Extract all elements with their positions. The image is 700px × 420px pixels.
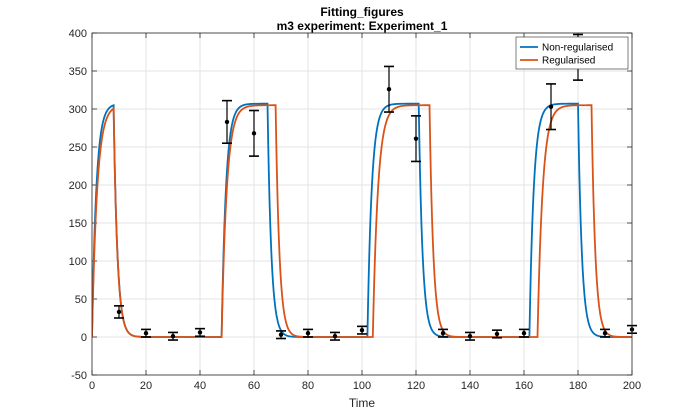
- axes-box: [91, 32, 633, 376]
- data-point: [521, 331, 527, 336]
- y-tick-label: -50: [71, 370, 87, 382]
- series-line-2: [92, 104, 632, 338]
- y-tick-label: 150: [69, 218, 87, 230]
- y-tick-label: 300: [69, 104, 87, 116]
- chart-subtitle: m3 experiment: Experiment_1: [277, 19, 448, 33]
- data-point: [359, 327, 365, 333]
- data-point: [413, 136, 419, 141]
- legend-label-2: Regularised: [542, 56, 595, 67]
- data-point: [224, 119, 230, 125]
- x-tick-label: 0: [89, 380, 95, 392]
- series-group: [92, 102, 632, 338]
- y-tick-label: 100: [69, 256, 87, 268]
- y-tick-label: 350: [69, 66, 87, 78]
- y-tick-label: 200: [69, 180, 87, 192]
- data-point: [305, 331, 311, 336]
- legend-box: [515, 36, 629, 70]
- x-tick-label: 20: [140, 380, 152, 392]
- data-point: [116, 309, 122, 315]
- data-point: [467, 334, 473, 339]
- y-tick-label: 0: [81, 332, 87, 344]
- y-tick-label: 250: [69, 142, 87, 154]
- data-point: [494, 331, 500, 337]
- data-point: [143, 331, 149, 336]
- data-point: [197, 330, 203, 335]
- x-tick-label: 120: [407, 380, 425, 392]
- x-tick-label: 60: [248, 380, 260, 392]
- data-point: [548, 104, 554, 109]
- data-point: [170, 334, 176, 339]
- legend-label-1: Non-regularised: [542, 43, 613, 54]
- x-tick-label: 140: [461, 380, 479, 392]
- data-point: [386, 87, 392, 92]
- data-point: [251, 131, 257, 136]
- legend: Non-regularised Regularised: [515, 36, 629, 70]
- data-point: [440, 331, 446, 336]
- data-point: [278, 332, 284, 337]
- x-axis-label: Time: [349, 396, 376, 410]
- x-tick-label: 40: [194, 380, 206, 392]
- x-tick-label: 80: [302, 380, 314, 392]
- x-tick-label: 100: [353, 380, 371, 392]
- x-tick-label: 160: [515, 380, 533, 392]
- x-tick-label: 200: [623, 380, 641, 392]
- chart-title: Fitting_figures: [320, 5, 404, 19]
- data-point: [602, 331, 608, 336]
- y-tick-label: 50: [75, 294, 87, 306]
- y-tick-label: 400: [69, 28, 87, 40]
- data-point: [332, 334, 338, 339]
- x-tick-label: 180: [569, 380, 587, 392]
